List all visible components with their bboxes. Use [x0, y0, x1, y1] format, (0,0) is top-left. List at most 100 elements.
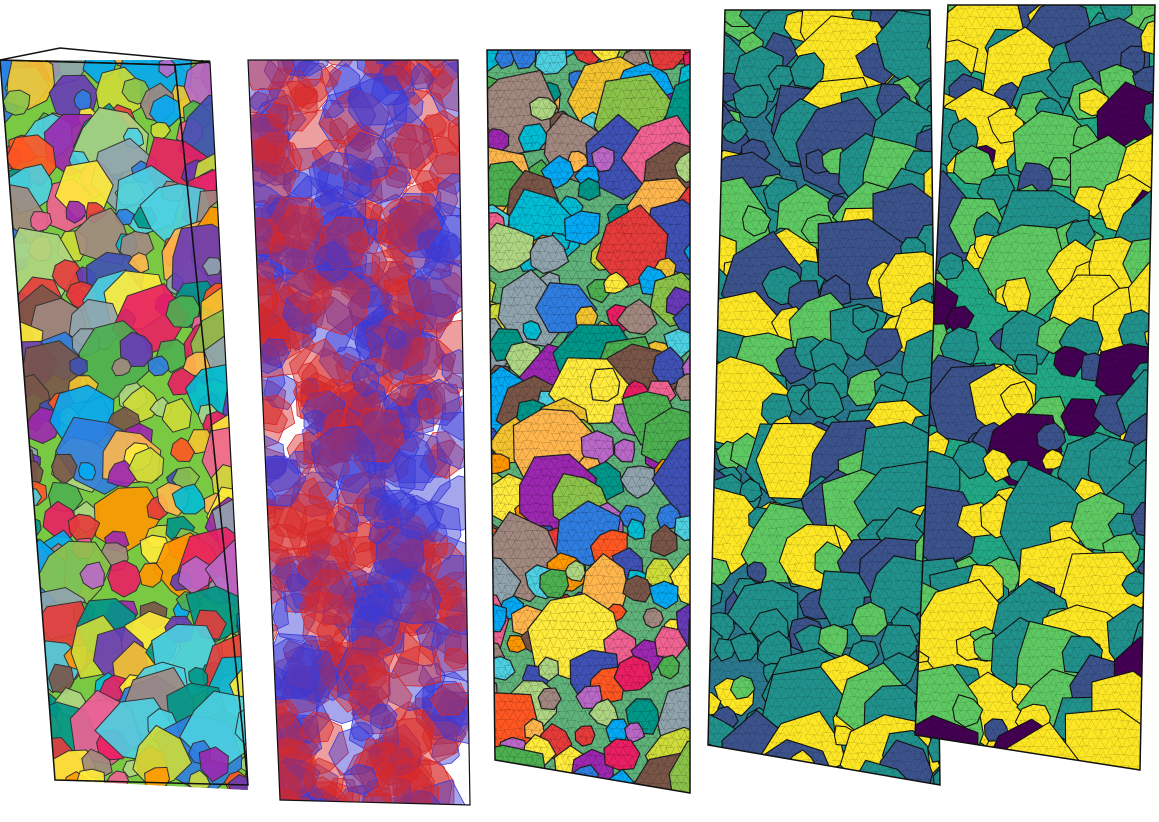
crystal-cell	[377, 216, 407, 245]
grain-cell	[642, 607, 664, 629]
crystal-cell	[402, 337, 457, 393]
grain-cell	[21, 620, 44, 643]
grain-cell	[676, 0, 697, 14]
grain-cell	[529, 96, 558, 122]
crystal-cell	[319, 64, 342, 88]
grain-cell	[648, 580, 679, 610]
grain-cell	[789, 52, 825, 89]
grain-cell	[65, 200, 87, 224]
grain-cell	[0, 567, 26, 652]
crystal-cell	[263, 523, 310, 567]
grain-cell	[1033, 0, 1075, 4]
grain-cell	[157, 785, 179, 790]
crystal-cell	[303, 409, 327, 436]
crystal-cell	[301, 711, 335, 744]
grain-cell	[876, 739, 934, 785]
grain-cell	[30, 211, 53, 233]
grain-cell	[932, 766, 940, 785]
grain-cell	[577, 177, 601, 202]
grain-cell	[15, 728, 34, 749]
grain-cell	[831, 10, 934, 34]
crystal-cell	[248, 179, 288, 243]
panel-3-meshed-grains	[486, 49, 715, 822]
grain-cell	[0, 751, 56, 790]
grain-cell	[1152, 728, 1155, 758]
crystal-cell	[353, 425, 401, 480]
grain-cell	[863, 328, 903, 368]
grain-cell	[518, 784, 538, 793]
crystal-cell	[413, 60, 468, 90]
grain-cell	[1118, 309, 1155, 351]
crystal-cell	[384, 163, 411, 189]
grain-cell	[0, 379, 11, 414]
grain-cell	[487, 50, 504, 72]
grain-cell	[500, 817, 533, 822]
crystal-cell	[354, 193, 382, 221]
grain-cell	[111, 12, 140, 41]
grain-cell	[227, 774, 248, 790]
crystal-cell	[286, 431, 324, 470]
grain-cell	[708, 563, 715, 586]
crystal-cell	[369, 703, 398, 730]
crystal-cell	[283, 492, 339, 555]
crystal-cell	[399, 498, 440, 541]
grain-cell	[271, 800, 301, 822]
grain-cell	[529, 234, 570, 275]
crystal-cell	[371, 755, 395, 779]
crystal-cell	[274, 60, 320, 80]
grain-cell	[1096, 0, 1117, 1]
crystal-cell	[280, 646, 340, 703]
crystal-cell	[272, 477, 334, 537]
crystal-cell	[419, 782, 439, 805]
crystal-cell	[381, 197, 413, 228]
crystal-cell	[313, 400, 363, 452]
grain-cell	[821, 784, 846, 785]
grain-cell	[55, 815, 77, 822]
crystal-cell	[293, 379, 317, 403]
grain-cell	[945, 305, 975, 334]
grain-cell	[487, 603, 508, 633]
grain-cell	[539, 568, 570, 600]
grain-cell	[562, 559, 586, 583]
grain-cell	[11, 802, 45, 822]
crystal-cell	[348, 699, 400, 754]
crystal-cell	[372, 260, 411, 294]
crystal-cell	[422, 253, 452, 280]
grain-cell	[147, 355, 170, 377]
grain-cell	[487, 393, 489, 418]
grain-cell	[696, 208, 715, 227]
grain-cell	[615, 298, 658, 336]
crystal-cell	[335, 647, 391, 708]
crystal-cell	[432, 353, 455, 372]
grain-cell	[487, 788, 517, 793]
panel-4-box-outline	[707, 9, 941, 786]
crystal-cell	[303, 568, 356, 627]
crystal-cell	[366, 217, 391, 243]
crystal-cell	[342, 664, 370, 691]
grain-cell	[619, 465, 657, 500]
grain-cell	[0, 300, 10, 326]
crystal-cell	[321, 99, 345, 118]
crystal-cell	[441, 394, 470, 441]
grain-cell	[895, 0, 925, 7]
crystal-cell	[315, 445, 350, 482]
crystal-cell	[365, 315, 425, 375]
crystal-cell	[309, 270, 371, 336]
crystal-cell	[294, 300, 323, 327]
grain-cell	[230, 350, 248, 386]
crystal-cell	[285, 559, 349, 615]
panel-2-crystals	[248, 60, 470, 805]
crystal-cell	[350, 605, 400, 653]
crystal-cell	[417, 397, 441, 421]
grain-cell	[708, 777, 785, 785]
crystal-cell	[263, 638, 321, 701]
crystal-cell	[389, 747, 413, 771]
grain-cell	[487, 50, 498, 54]
crystal-cell	[372, 60, 401, 65]
grain-cell	[198, 746, 229, 783]
grain-cell	[936, 252, 965, 281]
crystal-cell	[354, 309, 413, 377]
grain-cell	[0, 429, 15, 458]
grain-cell	[537, 687, 562, 711]
